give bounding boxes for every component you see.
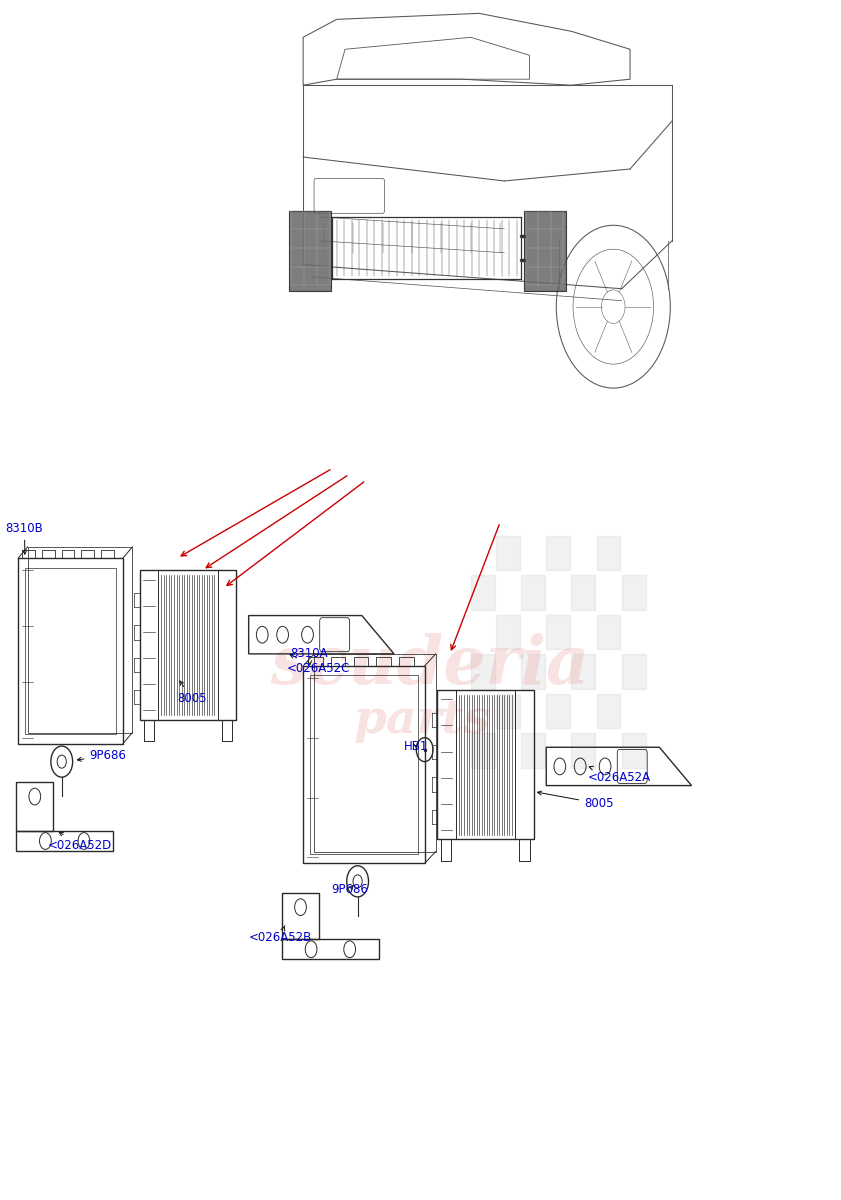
Bar: [399, 656, 414, 666]
Bar: [621, 733, 646, 768]
Bar: [496, 536, 520, 570]
Text: parts: parts: [353, 697, 490, 743]
Bar: [61, 550, 74, 558]
Bar: [547, 536, 570, 570]
Text: 8005: 8005: [537, 791, 613, 810]
Bar: [621, 576, 646, 610]
Bar: [23, 550, 35, 558]
Bar: [571, 576, 595, 610]
Bar: [82, 550, 94, 558]
Bar: [140, 570, 236, 720]
Bar: [283, 940, 378, 959]
Text: 9P686: 9P686: [331, 883, 368, 896]
Text: HB1: HB1: [404, 739, 428, 752]
Bar: [331, 656, 346, 666]
Text: 8310B: 8310B: [6, 522, 44, 554]
Bar: [596, 536, 621, 570]
FancyBboxPatch shape: [289, 211, 331, 292]
Bar: [471, 733, 495, 768]
Bar: [496, 694, 520, 728]
Bar: [571, 654, 595, 689]
Bar: [377, 656, 391, 666]
Text: 8005: 8005: [177, 682, 207, 704]
Text: <026A52A: <026A52A: [588, 767, 651, 784]
Bar: [471, 654, 495, 689]
Bar: [353, 656, 368, 666]
Text: 9P686: 9P686: [77, 749, 126, 762]
Bar: [101, 550, 114, 558]
Text: scuderia: scuderia: [270, 634, 589, 698]
Bar: [547, 694, 570, 728]
Bar: [17, 830, 113, 852]
Text: <026A52D: <026A52D: [47, 832, 112, 852]
Bar: [25, 568, 116, 734]
Bar: [437, 690, 534, 840]
Bar: [571, 733, 595, 768]
Bar: [17, 782, 53, 830]
Bar: [283, 893, 319, 940]
Bar: [521, 654, 545, 689]
Bar: [308, 656, 323, 666]
Bar: [596, 694, 621, 728]
Bar: [309, 676, 418, 854]
Bar: [547, 614, 570, 649]
Bar: [596, 614, 621, 649]
Text: <026A52B: <026A52B: [249, 925, 312, 944]
Bar: [496, 614, 520, 649]
Bar: [471, 576, 495, 610]
Text: <026A52C: <026A52C: [287, 654, 350, 674]
Bar: [621, 654, 646, 689]
Bar: [42, 550, 55, 558]
Bar: [521, 733, 545, 768]
Bar: [521, 576, 545, 610]
FancyBboxPatch shape: [524, 211, 565, 292]
Text: 8310A: 8310A: [291, 647, 328, 665]
